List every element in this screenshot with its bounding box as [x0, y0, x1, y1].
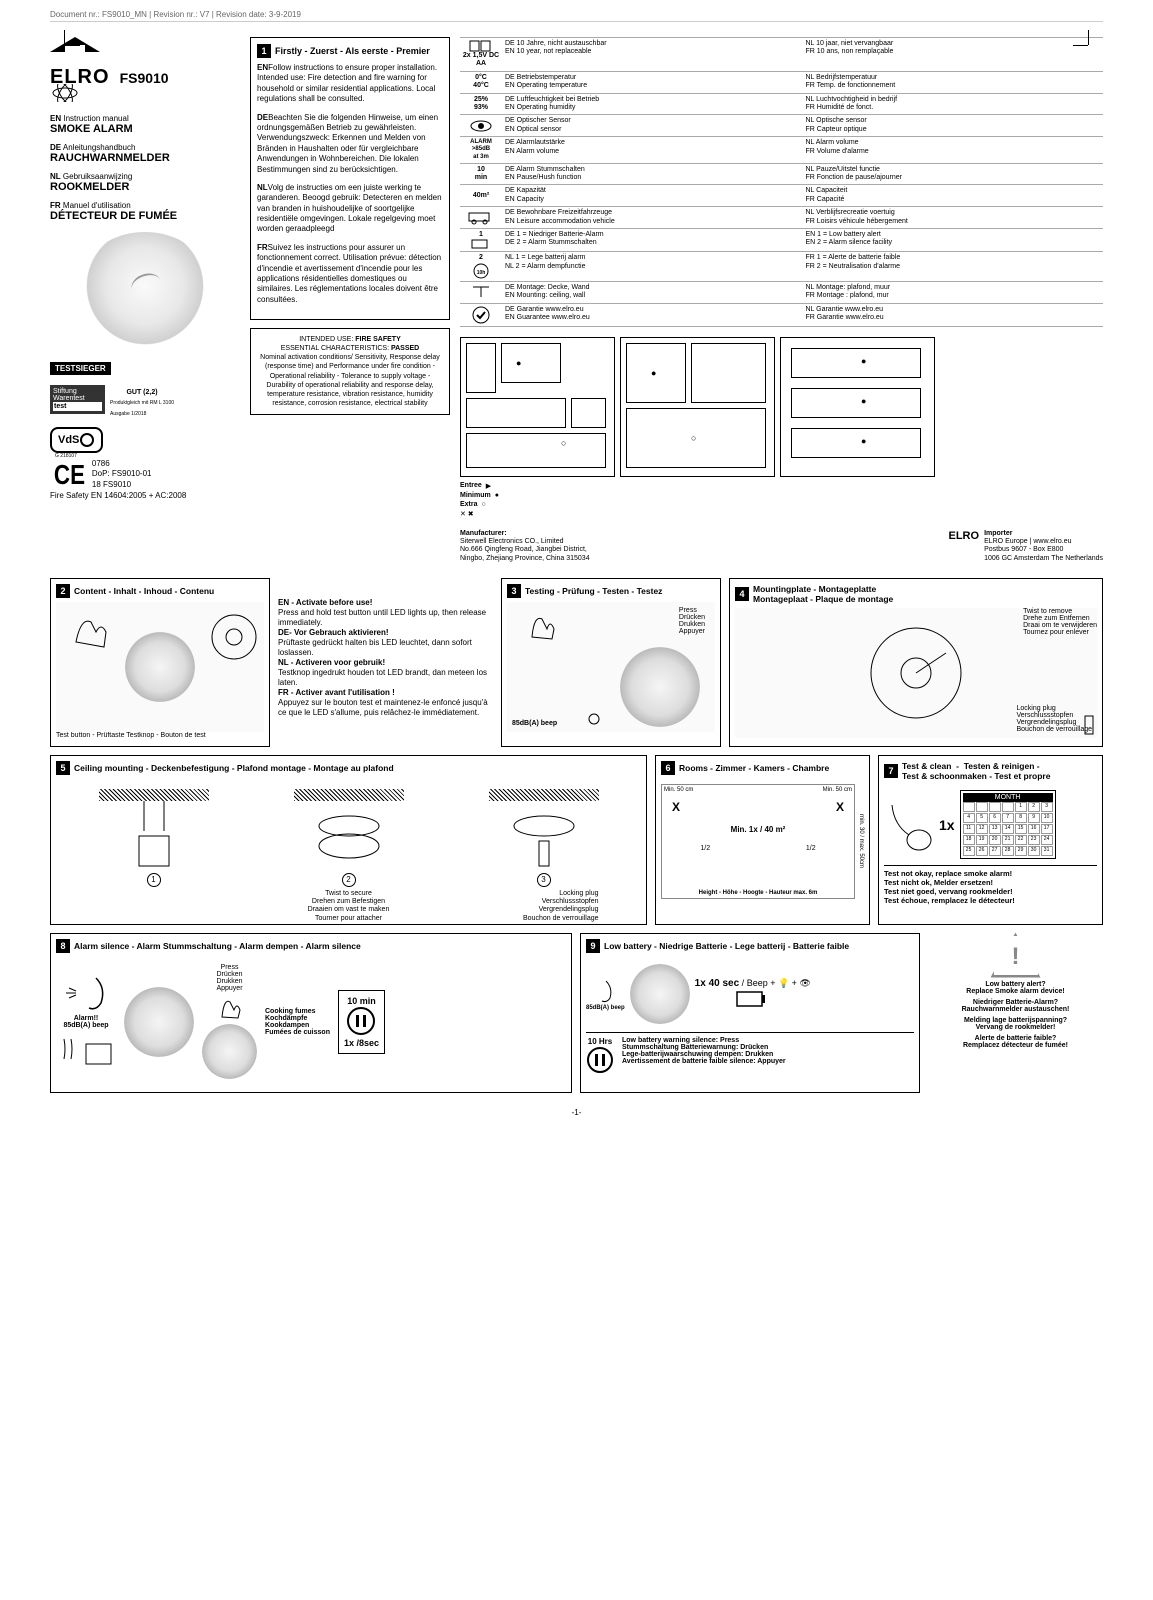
- standard-text: Fire Safety EN 14604:2005 + AC:2008: [50, 491, 240, 501]
- section-9: 9Low battery - Niedrige Batterie - Lege …: [580, 933, 920, 1093]
- vds-badge: VdS: [50, 427, 103, 453]
- house-icon: [50, 37, 100, 62]
- led-icon: [587, 712, 612, 727]
- manufacturer-info: Manufacturer: Siterwell Electronics CO.,…: [460, 530, 590, 564]
- silence-icon: 10h: [470, 263, 492, 279]
- section-8: 8Alarm silence - Alarm Stummschaltung - …: [50, 933, 572, 1093]
- activate-instructions: EN - Activate before use!Press and hold …: [278, 578, 493, 746]
- ce-mark-icon: CE: [54, 459, 85, 491]
- lowbat-instructions: Low battery warning silence: PressStumms…: [622, 1037, 786, 1076]
- spec-row: 2x 1,5V DC AADE 10 Jahre, nicht austausc…: [460, 37, 1103, 71]
- importer-info: ELRO Importer ELRO Europe | www.elro.eu …: [949, 530, 1104, 564]
- check-icon: [472, 306, 490, 324]
- cert-details: 0786 DoP: FS9010-01 18 FS9010: [92, 459, 152, 490]
- page-number: -1-: [50, 1108, 1103, 1117]
- hand-icon: [66, 607, 121, 652]
- ear-icon: [61, 973, 111, 1013]
- spec-row: ALARM >85dB at 3mDE AlarmlautstärkeEN Al…: [460, 136, 1103, 163]
- detector-lowbat-diagram: [630, 964, 690, 1024]
- crop-mark: [65, 45, 80, 46]
- rv-icon: [467, 211, 495, 225]
- battery-empty-icon: [735, 989, 770, 1009]
- spec-row: DE Bewohnbare FreizeitfahrzeugeEN Leisur…: [460, 206, 1103, 228]
- spec-row: 1 DE 1 = Niedriger Batterie-AlarmDE 2 = …: [460, 228, 1103, 251]
- lang-en: EN Instruction manualSMOKE ALARM: [50, 114, 240, 135]
- spec-row: DE Optischer SensorEN Optical sensorNL O…: [460, 114, 1103, 136]
- cooking-icon: [56, 1029, 116, 1069]
- warning-icon: [991, 933, 1041, 978]
- crop-mark: [1073, 45, 1088, 46]
- testsieger-badge: TESTSIEGER: [50, 362, 111, 375]
- vacuum-icon: [884, 795, 934, 855]
- silence-duration-box: 10 min 1x /8sec: [338, 990, 385, 1054]
- vertical-label: min. 30 / max. 50cm: [858, 779, 864, 904]
- room-diagram: Min. 50 cm Min. 50 cm X X Min. 1x / 40 m…: [661, 784, 855, 899]
- section-3: 3Testing - Prüfung - Testen - Testez Pre…: [501, 578, 721, 746]
- drill-icon: [124, 801, 184, 871]
- mount-step-3: 3 Locking plug Verschlussstopfen Vergren…: [489, 789, 599, 924]
- product-image: [75, 232, 215, 352]
- spec-row: 2 10hNL 1 = Lege batterij alarmNL 2 = Al…: [460, 251, 1103, 280]
- section-4: 4Mountingplate - Montageplatte Montagepl…: [729, 578, 1103, 746]
- certifications: TESTSIEGER Stiftung Warentest test GUT (…: [50, 362, 240, 501]
- battery-low-icon: [471, 239, 491, 249]
- mounting-plate-diagram: [866, 623, 966, 723]
- test-warnings: Test not okay, replace smoke alarm!Test …: [884, 865, 1097, 905]
- intended-use-box: INTENDED USE: FIRE SAFETY ESSENTIAL CHAR…: [250, 328, 450, 415]
- spec-row: 40m²DE KapazitätEN CapacityNL Capaciteit…: [460, 184, 1103, 206]
- battery-icon: [469, 40, 493, 52]
- section-6: 6Rooms - Zimmer - Kamers - Chambre Min. …: [655, 755, 870, 925]
- mount-icon: [471, 285, 491, 299]
- detector-diagram: [125, 632, 195, 702]
- svg-text:10h: 10h: [477, 270, 486, 276]
- mount-step-2: 2 Twist to secure Drehen zum Befestigen …: [294, 789, 404, 924]
- spec-row: 0°C 40°CDE BetriebstemperaturEN Operatin…: [460, 71, 1103, 93]
- lang-fr: FR Manuel d'utilisationDÉTECTEUR DE FUMÉ…: [50, 201, 240, 222]
- plug-icon: [1082, 713, 1097, 738]
- hand-press-icon: [212, 992, 247, 1022]
- twist-mount-icon: [314, 801, 384, 871]
- pause-icon: [346, 1006, 376, 1036]
- hand-press-icon: [522, 607, 562, 642]
- frequency-label: 1x: [939, 817, 955, 833]
- low-battery-alerts: Low battery alert?Replace Smoke alarm de…: [928, 933, 1103, 1093]
- atom-icon: [50, 84, 80, 102]
- lang-de: DE AnleitungshandbuchRAUCHWARNMELDER: [50, 143, 240, 164]
- logo-block: ELRO FS9010: [50, 37, 240, 104]
- section-1: 1Firstly - Zuerst - Als eerste - Premier…: [250, 37, 450, 320]
- model-number: FS9010: [120, 70, 169, 86]
- detector-alarm-diagram: [124, 987, 194, 1057]
- spec-row: DE Montage: Decke, WandEN Mounting: ceil…: [460, 281, 1103, 303]
- spec-row: 10 minDE Alarm StummschaltenEN Pause/Hus…: [460, 163, 1103, 185]
- section-7: 7Test & clean - Testen & reinigen - Test…: [878, 755, 1103, 925]
- plug-mount-icon: [509, 801, 579, 871]
- ear-small-icon: [586, 978, 616, 1003]
- mount-step-1: 1: [99, 789, 209, 887]
- spec-row: DE Garantie www.elro.euEN Guarantee www.…: [460, 303, 1103, 327]
- floorplan-legend: Entree ▶ Minimum ● Extra ○ ✕ ✖: [460, 482, 615, 518]
- lang-nl: NL GebruiksaanwijzingROOKMELDER: [50, 172, 240, 193]
- floorplan-3: ● ● ●: [780, 337, 935, 477]
- floorplan-row: ● ○ Entree ▶ Minimum ● Extra ○ ✕ ✖ ●: [460, 337, 1103, 520]
- floorplan-1: ● ○: [460, 337, 615, 477]
- mount-plate-icon: [209, 612, 259, 662]
- section-5: 5Ceiling mounting - Deckenbefestigung - …: [50, 755, 647, 925]
- eye-icon: [469, 119, 493, 133]
- section-2: 2Content - Inhalt - Inhoud - Contenu Tes…: [50, 578, 270, 746]
- doc-header: Document nr.: FS9010_MN | Revision nr.: …: [50, 10, 1103, 22]
- cooking-fumes-label: Cooking fumes Kochdämpfe Kookdampen Fumé…: [265, 1008, 330, 1036]
- pause-10h-icon: [586, 1046, 614, 1074]
- stiftung-badge: Stiftung Warentest test: [50, 385, 105, 414]
- calendar-icon: MONTH 123 45678910 11121314151617 181920…: [960, 790, 1056, 859]
- section-number: 1: [257, 44, 271, 58]
- spec-table: 2x 1,5V DC AADE 10 Jahre, nicht austausc…: [460, 37, 1103, 327]
- test-button-caption: Test button - Prüftaste Testknop - Bouto…: [56, 732, 264, 740]
- floorplan-2: ● ○: [620, 337, 775, 477]
- spec-row: 25% 93%DE Luftfeuchtigkeit bei BetriebEN…: [460, 93, 1103, 115]
